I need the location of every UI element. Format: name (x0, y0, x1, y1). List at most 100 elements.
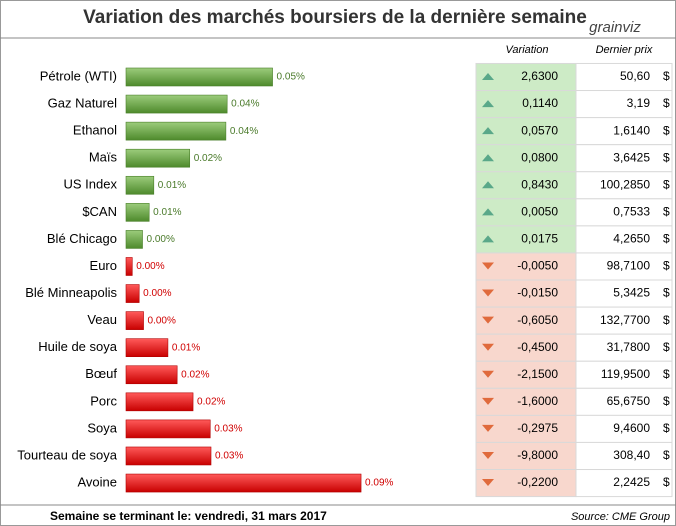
currency: $ (663, 96, 670, 110)
variation-value: 0,0800 (521, 150, 558, 164)
direction-arrow (482, 154, 494, 162)
value-label: 0.01% (153, 207, 181, 218)
bar (125, 473, 362, 493)
currency: $ (663, 313, 670, 327)
price-cell (575, 252, 673, 281)
bar (125, 121, 227, 141)
value-label: 0.01% (158, 180, 186, 191)
price-cell (575, 387, 673, 416)
category-label: Avoine (77, 474, 117, 489)
category-label: Huile de soya (38, 339, 118, 354)
variation-cell (475, 62, 577, 92)
direction-arrow (482, 181, 494, 189)
price-cell (575, 62, 673, 92)
value-label: 0.09% (365, 478, 393, 489)
column-header: Variation (505, 44, 548, 56)
price-value: 3,6425 (613, 150, 650, 164)
variation-cell (475, 144, 577, 173)
variation-value: -0,0050 (517, 259, 558, 273)
currency: $ (663, 259, 670, 273)
category-label: Blé Chicago (47, 231, 117, 246)
currency: $ (663, 232, 670, 246)
value-label: 0.00% (143, 288, 171, 299)
direction-arrow (482, 451, 494, 459)
price-value: 0,7533 (613, 205, 650, 219)
price-cell (575, 144, 673, 173)
variation-value: 0,8430 (521, 177, 558, 191)
bar (125, 284, 140, 303)
variation-cell (475, 252, 577, 281)
price-value: 3,19 (627, 96, 651, 110)
price-value: 119,9500 (601, 367, 650, 381)
price-value: 132,7700 (600, 313, 650, 327)
price-value: 31,7800 (607, 340, 651, 354)
bar (125, 148, 191, 168)
value-label: 0.03% (215, 451, 243, 462)
price-cell (575, 333, 673, 362)
bar (125, 257, 133, 276)
price-cell (575, 171, 673, 200)
currency: $ (663, 177, 670, 191)
variation-cell (475, 414, 577, 443)
value-label: 0.00% (136, 261, 164, 272)
variation-value: 0,0175 (521, 232, 558, 246)
footer-note: Semaine se terminant le: vendredi, 31 ma… (50, 509, 327, 523)
category-label: Bœuf (85, 366, 117, 381)
variation-cell (475, 469, 577, 498)
bar (125, 311, 144, 330)
logo: grainviz (589, 19, 641, 36)
price-cell (575, 469, 673, 498)
currency: $ (663, 69, 670, 83)
variation-value: -2,1500 (517, 367, 558, 381)
currency: $ (663, 205, 670, 219)
direction-arrow (482, 424, 494, 432)
direction-arrow (482, 397, 494, 405)
price-cell (575, 198, 673, 227)
value-label: 0.02% (194, 153, 222, 164)
variation-value: -0,0150 (517, 286, 558, 300)
bar (125, 365, 178, 385)
price-value: 98,7100 (607, 259, 651, 273)
variation-value: -0,2975 (517, 421, 558, 435)
direction-arrow (482, 73, 494, 80)
currency: $ (663, 367, 670, 381)
value-label: 0.00% (148, 315, 176, 326)
variation-cell (475, 306, 577, 335)
variation-value: -9,8000 (517, 448, 558, 462)
value-label: 0.01% (172, 342, 200, 353)
price-value: 5,3425 (613, 286, 650, 300)
variation-value: -1,6000 (517, 394, 558, 408)
category-label: Blé Minneapolis (25, 285, 117, 300)
direction-arrow (482, 479, 494, 487)
variation-value: 2,6300 (521, 69, 558, 83)
price-value: 100,2850 (600, 177, 650, 191)
value-label: 0.00% (147, 234, 175, 245)
value-label: 0.04% (230, 126, 258, 137)
chart-title: Variation des marchés boursiers de la de… (83, 7, 587, 28)
variation-value: -0,2200 (517, 475, 558, 489)
direction-arrow (482, 262, 494, 270)
currency: $ (663, 123, 670, 137)
direction-arrow (482, 235, 494, 243)
variation-value: 0,0570 (521, 123, 558, 137)
variation-value: 0,0050 (521, 205, 558, 219)
value-label: 0.04% (231, 99, 259, 110)
price-cell (575, 279, 673, 308)
value-label: 0.02% (197, 396, 225, 407)
variation-value: -0,4500 (517, 340, 558, 354)
price-value: 65,6750 (607, 394, 651, 408)
category-label: Pétrole (WTI) (40, 68, 117, 83)
direction-arrow (482, 100, 494, 108)
bar (125, 175, 155, 195)
bar (125, 94, 228, 114)
bar (125, 419, 211, 439)
bar (125, 67, 273, 87)
variation-cell (475, 198, 577, 227)
category-label: Ethanol (73, 123, 117, 138)
currency: $ (663, 340, 670, 354)
price-cell (575, 360, 673, 389)
direction-arrow (482, 343, 494, 351)
currency: $ (663, 421, 670, 435)
value-label: 0.03% (214, 424, 242, 435)
